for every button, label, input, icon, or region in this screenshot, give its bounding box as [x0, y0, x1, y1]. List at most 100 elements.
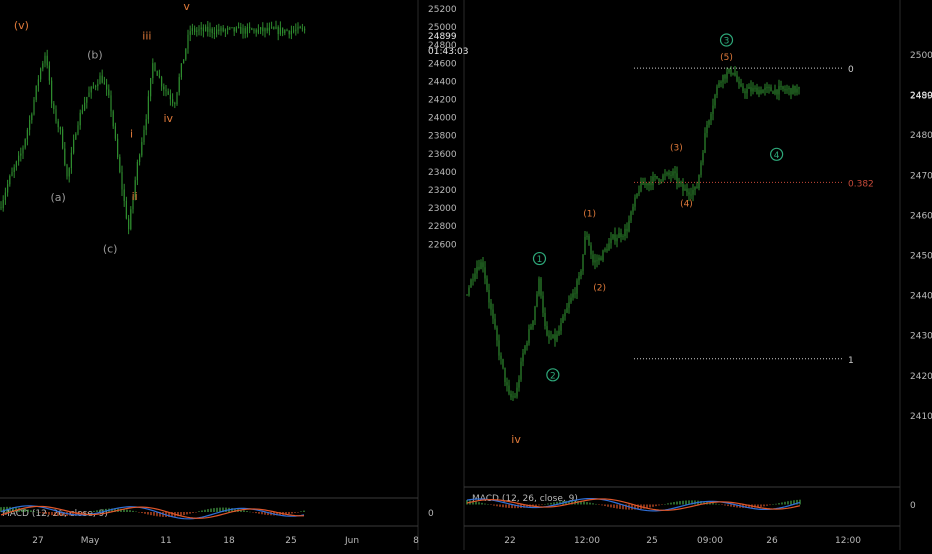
macd-histogram-bar	[303, 511, 304, 512]
x-tick-label: 8	[413, 536, 419, 546]
candle-body	[538, 278, 539, 294]
candle-body	[196, 31, 197, 32]
macd-histogram-bar	[48, 512, 49, 515]
candle-body	[16, 161, 17, 167]
candle-body	[176, 92, 177, 104]
price-label: 24899	[428, 32, 457, 42]
macd-histogram-bar	[670, 503, 671, 505]
macd-histogram-bar	[505, 505, 506, 508]
macd-histogram-bar	[147, 512, 148, 514]
macd-histogram-bar	[601, 505, 602, 506]
candle-body	[480, 262, 481, 269]
candles-layer	[0, 21, 799, 401]
wave-label: (3)	[670, 143, 683, 153]
y-tick-label: 24700	[910, 171, 932, 181]
candle-body	[218, 30, 219, 32]
candle-body	[608, 243, 609, 250]
candle-body	[470, 279, 471, 287]
candle-body	[154, 63, 155, 71]
candle-body	[88, 92, 89, 96]
candle-body	[662, 175, 663, 180]
candle-body	[91, 87, 92, 92]
y-tick-label: 25200	[428, 5, 457, 15]
candle-body	[612, 234, 613, 238]
candle-body	[690, 194, 691, 195]
candle-body	[183, 59, 184, 63]
candle-body	[251, 28, 252, 29]
candle-body	[231, 27, 232, 28]
candle-body	[520, 362, 521, 380]
candle-body	[602, 250, 603, 260]
candle-body	[506, 382, 507, 385]
candle-body	[280, 28, 281, 34]
macd-histogram-bar	[252, 512, 253, 513]
candle-body	[586, 236, 587, 237]
macd-histogram-bar	[775, 504, 776, 505]
candle-body	[22, 148, 23, 154]
candle-body	[36, 86, 37, 100]
candle-body	[119, 157, 120, 172]
macd-histogram-bar	[613, 505, 614, 508]
x-tick-label: 18	[223, 536, 235, 546]
candle-body	[60, 127, 61, 129]
macd-histogram-bar	[595, 504, 596, 505]
candle-body	[262, 27, 263, 31]
macd-histogram-bar	[658, 505, 659, 506]
y-tick-label: 25000	[910, 51, 932, 61]
candle-body	[190, 31, 191, 35]
candle-body	[526, 343, 527, 346]
x-tick-label: Jun	[344, 536, 359, 546]
candle-body	[786, 89, 787, 90]
candle-body	[104, 83, 105, 85]
candle-body	[710, 114, 711, 120]
x-tick-label: 25	[646, 536, 657, 546]
macd-histogram-bar	[598, 505, 599, 506]
candle-body	[524, 346, 525, 353]
macd-histogram-bar	[204, 510, 205, 512]
macd-histogram-bar	[763, 505, 764, 507]
candle-body	[546, 326, 547, 335]
candle-body	[634, 198, 635, 207]
candle-body	[295, 30, 296, 31]
wave-label: v	[183, 0, 190, 13]
candle-body	[632, 207, 633, 212]
macd-histogram-bar	[153, 512, 154, 516]
candle-body	[207, 27, 208, 32]
macd-histogram-bar	[508, 505, 509, 508]
macd-histogram-bar	[30, 510, 31, 512]
candle-body	[216, 30, 217, 34]
candle-body	[734, 73, 735, 76]
candle-body	[544, 313, 545, 326]
macd-histogram-bar	[547, 503, 548, 504]
macd-histogram-bar	[586, 502, 587, 504]
candle-body	[86, 97, 87, 103]
candle-body	[648, 182, 649, 185]
candle-body	[716, 87, 717, 95]
candle-body	[684, 189, 685, 191]
fib-level-label: 0	[848, 65, 854, 75]
candle-body	[708, 120, 709, 124]
macd-histogram-bar	[493, 505, 494, 506]
macd-histogram-bar	[216, 508, 217, 512]
candle-body	[115, 126, 116, 138]
candle-body	[236, 27, 237, 31]
macd-histogram-bar	[487, 504, 488, 505]
macd-histogram-bar	[198, 511, 199, 512]
macd-histogram-bar	[667, 503, 668, 504]
candle-body	[740, 84, 741, 86]
macd-histogram-bar	[300, 511, 301, 512]
macd-histogram-bar	[730, 505, 731, 507]
macd-histogram-bar	[87, 512, 88, 513]
candle-body	[496, 328, 497, 341]
candle-body	[267, 28, 268, 30]
candle-body	[3, 200, 4, 208]
macd-histogram-bar	[604, 505, 605, 507]
candle-body	[49, 66, 50, 81]
candle-body	[291, 31, 292, 34]
candle-body	[148, 96, 149, 119]
candle-body	[304, 29, 305, 30]
candle-body	[238, 27, 239, 28]
candle-body	[566, 308, 567, 313]
